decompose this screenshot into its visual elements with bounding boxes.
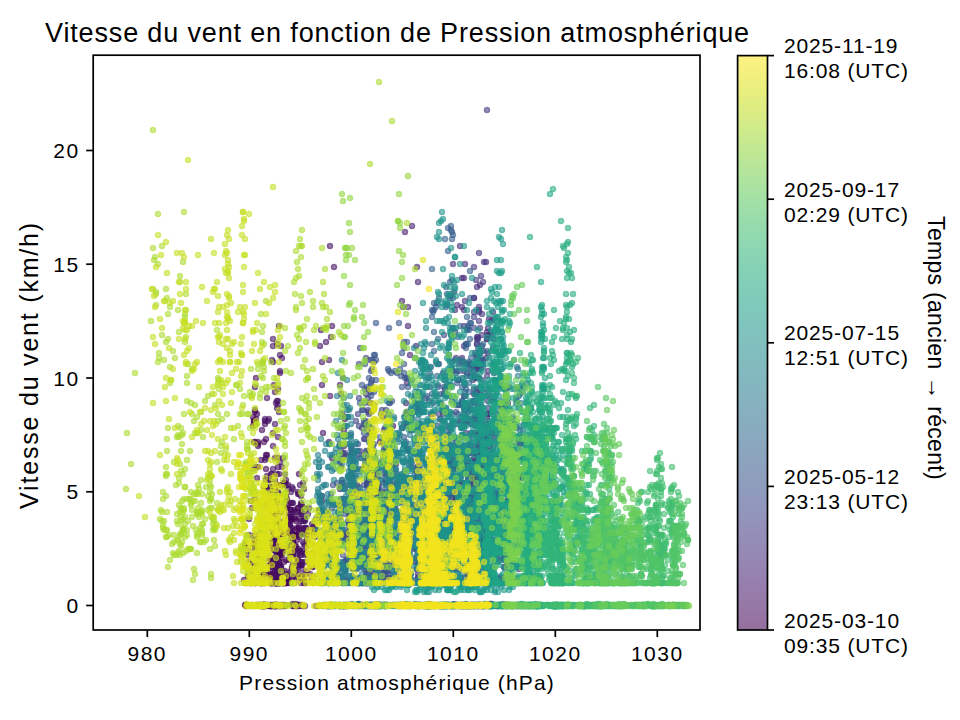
- svg-text:23:13 (UTC): 23:13 (UTC): [784, 490, 909, 513]
- svg-text:1010: 1010: [427, 642, 480, 665]
- svg-text:02:29 (UTC): 02:29 (UTC): [784, 203, 909, 226]
- svg-text:1020: 1020: [529, 642, 582, 665]
- svg-text:2025-11-19: 2025-11-19: [784, 34, 898, 57]
- svg-text:0: 0: [67, 594, 80, 617]
- svg-text:Vitesse du vent (km/h): Vitesse du vent (km/h): [15, 221, 43, 509]
- svg-text:20: 20: [53, 139, 79, 162]
- svg-text:12:51 (UTC): 12:51 (UTC): [784, 346, 909, 369]
- svg-text:2025-05-12: 2025-05-12: [784, 465, 900, 488]
- svg-text:2025-07-15: 2025-07-15: [784, 321, 900, 344]
- svg-text:990: 990: [230, 642, 270, 665]
- svg-text:2025-09-17: 2025-09-17: [784, 178, 900, 201]
- svg-text:15: 15: [53, 253, 79, 276]
- svg-text:09:35 (UTC): 09:35 (UTC): [784, 634, 909, 657]
- svg-text:10: 10: [53, 367, 79, 390]
- svg-text:2025-03-10: 2025-03-10: [784, 609, 900, 632]
- svg-text:980: 980: [128, 642, 168, 665]
- svg-text:Temps (ancien → récent): Temps (ancien → récent): [923, 216, 949, 480]
- svg-text:Vitesse du vent en fonction de: Vitesse du vent en fonction de Pression …: [45, 18, 750, 48]
- svg-text:16:08 (UTC): 16:08 (UTC): [784, 59, 909, 82]
- svg-text:1000: 1000: [325, 642, 378, 665]
- svg-text:5: 5: [67, 480, 80, 503]
- svg-text:Pression atmosphérique (hPa): Pression atmosphérique (hPa): [239, 671, 555, 694]
- svg-text:1030: 1030: [631, 642, 684, 665]
